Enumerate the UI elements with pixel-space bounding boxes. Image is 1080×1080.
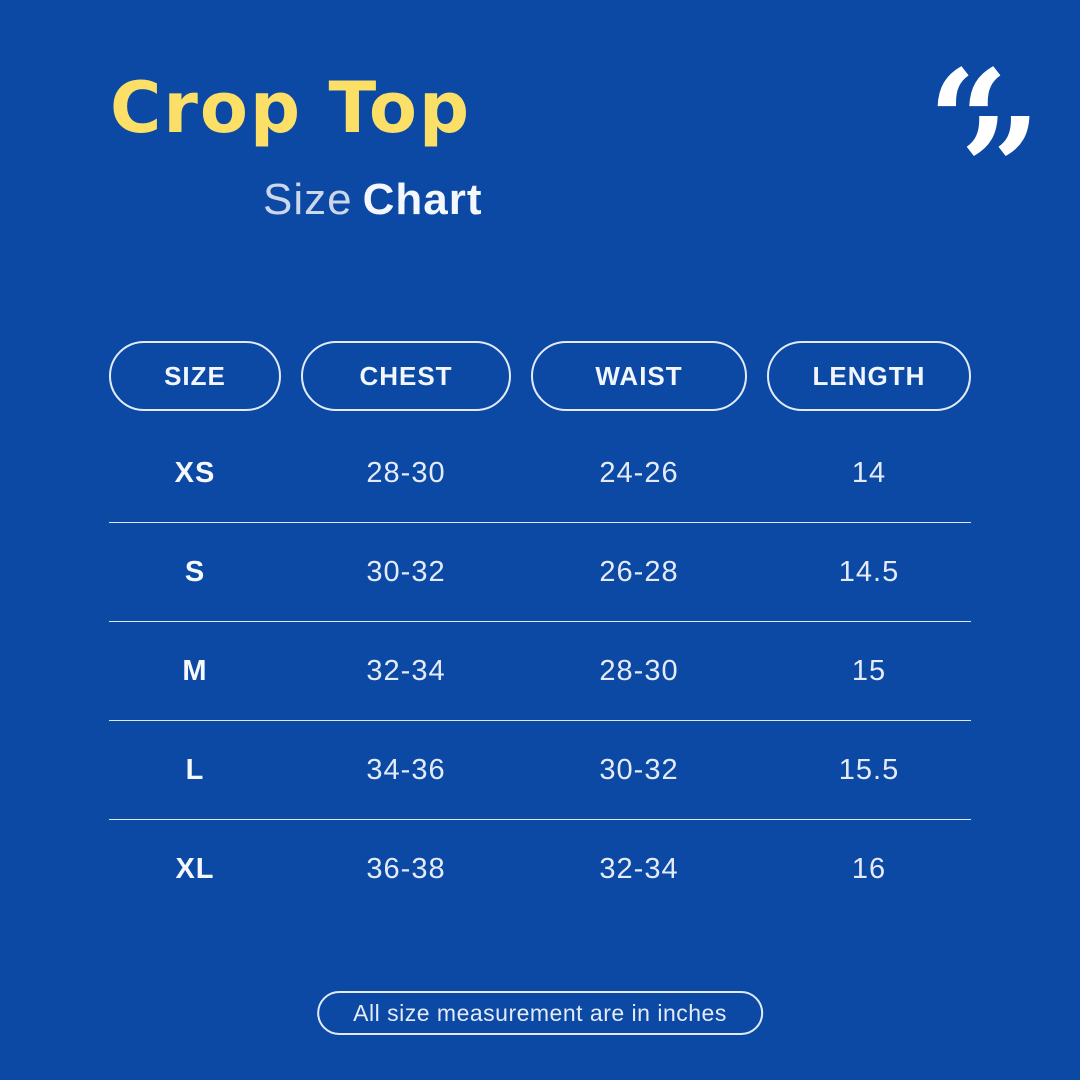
column-header-waist: WAIST [531,341,747,411]
table-body: XS 28-30 24-26 14 S 30-32 26-28 14.5 M 3… [109,424,971,919]
size-cell: XL [175,853,215,885]
chest-cell: 34-36 [366,753,446,786]
page-title: Crop Top [110,67,472,149]
length-cell: 16 [851,853,887,885]
size-cell: S [184,555,206,588]
page-subtitle: Size Chart [263,175,483,224]
quote-close-glyph: ” [960,88,1041,252]
waist-cell: 26-28 [599,555,679,588]
waist-cell: 30-32 [599,753,679,786]
table-row-l: L 34-36 30-32 15.5 [109,721,971,820]
size-cell: XS [174,456,216,489]
waist-cell: 32-34 [599,853,679,885]
subtitle-bold: Chart [362,175,483,224]
column-header-chest: CHEST [301,341,511,411]
waist-cell: 28-30 [599,654,679,687]
quotation-mark-icon: “ ” [928,40,1041,252]
chest-cell: 36-38 [366,853,446,885]
table-row-s: S 30-32 26-28 14.5 [109,523,971,622]
column-header-length: LENGTH [767,341,971,411]
chest-cell: 32-34 [366,654,446,687]
quote-open-glyph: “ [928,40,1009,204]
table-header-row: SIZE CHEST WAIST LENGTH [109,341,971,411]
table-row-xl: XL 36-38 32-34 16 [109,820,971,919]
table-row-m: M 32-34 28-30 15 [109,622,971,721]
size-cell: L [185,753,205,786]
chest-cell: 28-30 [366,456,446,489]
size-cell: M [182,654,208,687]
subtitle-regular: Size [263,175,353,224]
length-cell: 15.5 [838,753,900,786]
unit-note-pill: All size measurement are in inches [317,991,763,1035]
column-header-size: SIZE [109,341,281,411]
size-chart-table: SIZE CHEST WAIST LENGTH XS 28-30 24-26 1… [109,341,971,919]
unit-note-text: All size measurement are in inches [353,999,727,1026]
table-row-xs: XS 28-30 24-26 14 [109,424,971,523]
length-cell: 14.5 [838,555,900,588]
length-cell: 14 [851,456,887,489]
length-cell: 15 [851,654,887,687]
waist-cell: 24-26 [599,456,679,489]
chest-cell: 30-32 [366,555,446,588]
